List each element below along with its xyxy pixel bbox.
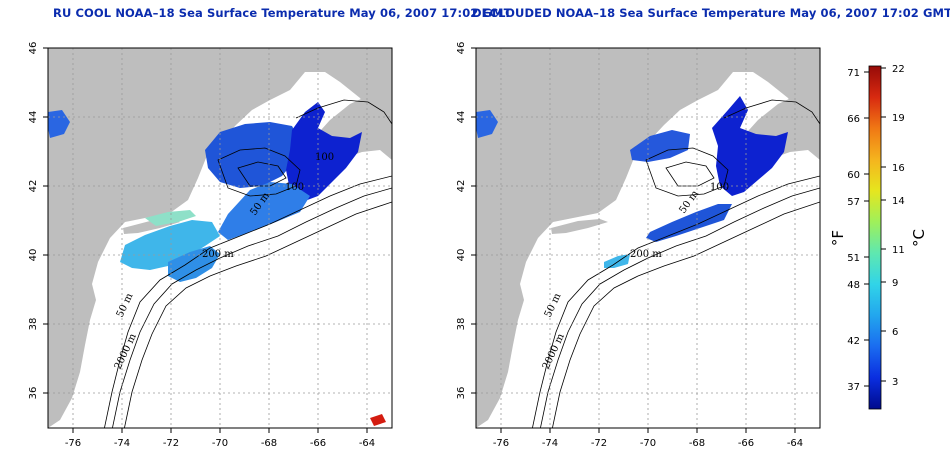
- left-contour-bank: [295, 99, 392, 125]
- left-contour-200m: [112, 187, 392, 428]
- right-contour-2000m: [552, 201, 820, 428]
- left-y-tick-label: 38: [28, 318, 39, 331]
- left-map-title: RU COOL NOAA–18 Sea Surface Temperature …: [53, 6, 512, 20]
- right-contour-50m: [532, 175, 820, 428]
- colorbar-right-ticks: [881, 67, 886, 382]
- left-x-tick-label: -66: [310, 438, 326, 449]
- left-sst-hot-spot: [370, 414, 386, 426]
- colorbar-c-label: 19: [892, 113, 905, 124]
- right-x-tick-label: -74: [542, 438, 558, 449]
- colorbar-f-label: 60: [847, 170, 860, 181]
- colorbar-f-label: 37: [847, 382, 860, 393]
- left-x-tick-label: -72: [163, 438, 179, 449]
- left-y-tick-label: 44: [28, 111, 39, 124]
- left-map-panel: 100 100 50 m 200 m 50 m 2000 m -76 -74 -…: [28, 42, 393, 449]
- right-sst-gom: [630, 130, 690, 162]
- right-sst-scotian: [712, 96, 788, 196]
- right-x-tick-label: -64: [787, 438, 803, 449]
- right-x-tick-label: -72: [591, 438, 607, 449]
- right-y-tick-label: 36: [456, 387, 467, 400]
- right-y-tick-label: 46: [456, 42, 467, 55]
- right-y-tick-label: 42: [456, 180, 467, 193]
- right-gridlines: [476, 48, 820, 428]
- left-x-tick-label: -64: [359, 438, 375, 449]
- left-y-tick-label: 40: [28, 249, 39, 262]
- left-sst-slope: [168, 246, 220, 282]
- right-land-longisland: [551, 219, 608, 234]
- left-contour-label: 100: [285, 182, 304, 193]
- right-contour-label: 100: [710, 182, 729, 193]
- left-contour-label: 200 m: [202, 249, 234, 260]
- left-sst-shelf: [120, 220, 220, 270]
- colorbar-left-ticks: [864, 71, 869, 387]
- colorbar-c-label: 11: [892, 245, 905, 256]
- left-y-tick-label: 46: [28, 42, 39, 55]
- colorbar-fahrenheit-unit: °F: [829, 230, 847, 246]
- colorbar-f-label: 42: [847, 336, 860, 347]
- colorbar-f-label: 51: [847, 253, 860, 264]
- colorbar-f-label: 71: [847, 68, 860, 79]
- colorbar: 71 66 60 57 51 48 42 37 22 19 16 14 11 9…: [829, 64, 928, 410]
- right-map-title: DECLOUDED NOAA–18 Sea Surface Temperatur…: [472, 6, 950, 20]
- left-contour-2000m: [124, 201, 392, 428]
- colorbar-c-label: 14: [892, 196, 905, 207]
- colorbar-c-label: 22: [892, 64, 905, 75]
- left-x-ticks: [72, 428, 368, 433]
- right-contour-bank: [723, 99, 820, 125]
- colorbar-celsius-unit: °C: [910, 229, 928, 247]
- right-x-tick-label: -66: [738, 438, 754, 449]
- colorbar-f-label: 57: [847, 197, 860, 208]
- right-y-tick-label: 44: [456, 111, 467, 124]
- left-sst-nj: [145, 210, 196, 226]
- right-x-tick-label: -70: [640, 438, 656, 449]
- left-y-tick-label: 42: [28, 180, 39, 193]
- colorbar-c-label: 9: [892, 278, 898, 289]
- left-x-tick-label: -70: [212, 438, 228, 449]
- left-land-mass: [48, 48, 392, 428]
- colorbar-f-label: 48: [847, 280, 860, 291]
- right-land-mass: [476, 48, 820, 428]
- left-sst-gom: [205, 122, 300, 188]
- right-y-tick-label: 38: [456, 318, 467, 331]
- left-sst-scotian: [286, 102, 362, 202]
- right-map-panel: 100 50 m 200 m 50 m 2000 m -76 -74 -72 -…: [456, 42, 821, 449]
- right-y-ticks: [471, 47, 476, 394]
- right-x-tick-label: -68: [689, 438, 705, 449]
- colorbar-scale: [868, 65, 882, 410]
- right-y-tick-label: 40: [456, 249, 467, 262]
- left-contour-50m: [104, 175, 392, 428]
- colorbar-c-label: 6: [892, 327, 898, 338]
- left-contour-label: 100: [315, 152, 334, 163]
- colorbar-c-label: 16: [892, 163, 905, 174]
- left-gridlines: [48, 48, 392, 428]
- left-sst-georges: [218, 182, 310, 240]
- left-x-tick-label: -76: [65, 438, 81, 449]
- left-y-tick-label: 36: [28, 387, 39, 400]
- right-contour-gom: [645, 147, 729, 197]
- left-x-tick-label: -68: [261, 438, 277, 449]
- right-x-ticks: [500, 428, 796, 433]
- left-x-tick-label: -74: [114, 438, 130, 449]
- right-x-tick-label: -76: [493, 438, 509, 449]
- left-y-ticks: [43, 47, 48, 394]
- right-contour-200m: [540, 187, 820, 428]
- colorbar-f-label: 66: [847, 114, 860, 125]
- left-contour-gom: [217, 147, 301, 197]
- right-contour-label: 200 m: [630, 249, 662, 260]
- right-sst-georges: [646, 204, 732, 242]
- colorbar-c-label: 3: [892, 377, 898, 388]
